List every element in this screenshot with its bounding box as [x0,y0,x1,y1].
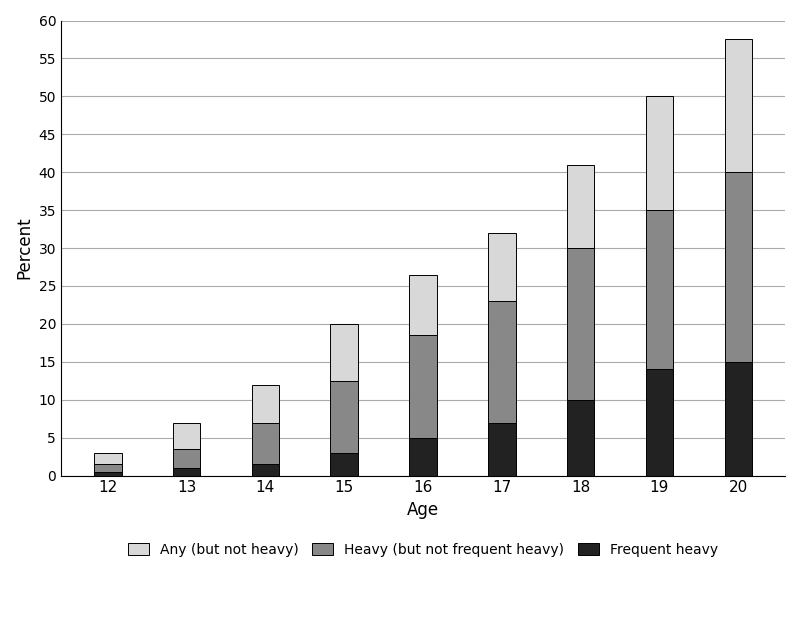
Y-axis label: Percent: Percent [15,217,33,280]
Bar [251,384,279,422]
Bar [173,422,200,449]
Bar [410,335,437,437]
Bar [251,464,279,475]
X-axis label: Age: Age [407,501,439,519]
Bar [646,369,674,475]
Bar [251,422,279,464]
Bar [488,301,516,422]
Bar [94,472,122,475]
Bar [725,172,752,362]
Bar [330,381,358,453]
Bar [567,248,594,400]
Bar [646,96,674,210]
Bar [567,165,594,248]
Bar [488,422,516,475]
Legend: Any (but not heavy), Heavy (but not frequent heavy), Frequent heavy: Any (but not heavy), Heavy (but not freq… [122,537,724,562]
Bar [488,233,516,301]
Bar [173,449,200,468]
Bar [330,324,358,381]
Bar [94,464,122,472]
Bar [725,362,752,475]
Bar [173,468,200,475]
Bar [330,453,358,475]
Bar [410,437,437,475]
Bar [646,210,674,369]
Bar [567,400,594,475]
Bar [725,39,752,172]
Bar [410,275,437,335]
Bar [94,453,122,464]
